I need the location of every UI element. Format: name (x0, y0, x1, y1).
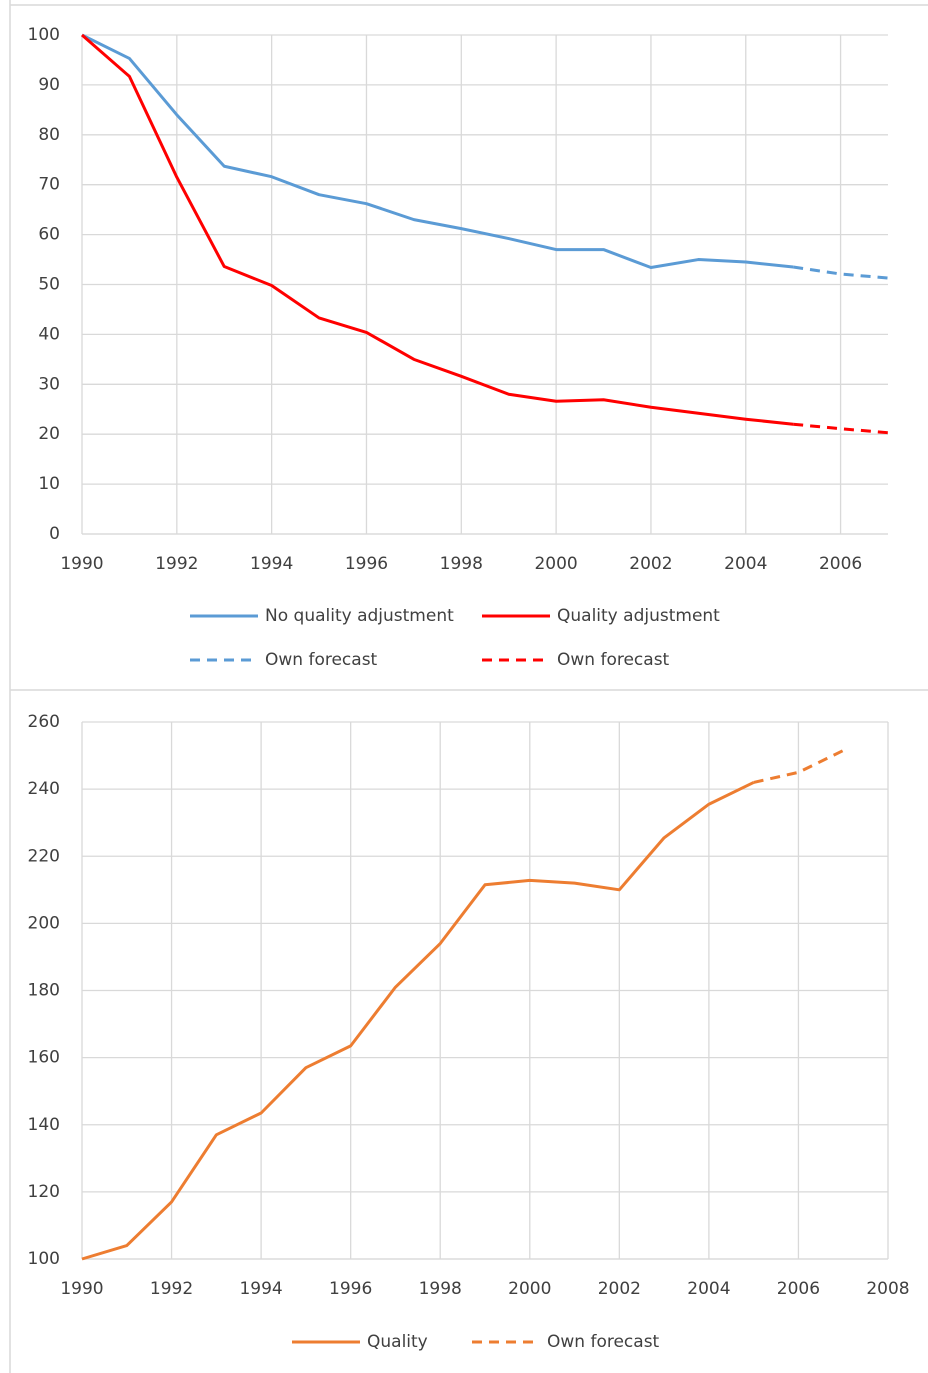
x-tick-label: 2006 (819, 554, 862, 574)
y-tick-label: 220 (28, 846, 60, 866)
x-tick-label: 1994 (239, 1279, 282, 1299)
y-tick-label: 240 (28, 779, 60, 799)
y-tick-label: 140 (28, 1115, 60, 1135)
x-tick-label: 2006 (777, 1279, 820, 1299)
y-tick-label: 200 (28, 913, 60, 933)
x-tick-label: 2000 (508, 1279, 551, 1299)
series-line (81, 33, 794, 426)
x-tick-label: 1998 (440, 554, 483, 574)
y-tick-label: 180 (28, 981, 60, 1001)
y-tick-label: 40 (38, 324, 60, 344)
y-tick-label: 30 (38, 374, 60, 394)
x-tick-label: 1990 (60, 554, 103, 574)
legend-label: Quality adjustment (557, 606, 720, 626)
y-tick-label: 10 (38, 474, 60, 494)
y-tick-label: 100 (28, 1249, 60, 1269)
x-tick-label: 2000 (534, 554, 577, 574)
x-tick-label: 1998 (419, 1279, 462, 1299)
y-tick-label: 20 (38, 424, 60, 444)
x-tick-label: 2004 (724, 554, 767, 574)
y-tick-label: 100 (28, 25, 60, 45)
y-tick-label: 80 (38, 125, 60, 145)
x-tick-label: 1996 (329, 1279, 372, 1299)
series-line (81, 33, 794, 270)
x-tick-label: 1992 (155, 554, 198, 574)
y-tick-label: 260 (28, 712, 60, 732)
x-tick-label: 2002 (598, 1279, 641, 1299)
legend-label: No quality adjustment (265, 606, 454, 626)
legend-label: Quality (367, 1332, 428, 1352)
x-tick-label: 1996 (345, 554, 388, 574)
x-tick-label: 2008 (866, 1279, 909, 1299)
y-tick-label: 160 (28, 1048, 60, 1068)
y-tick-label: 70 (38, 175, 60, 195)
y-tick-label: 50 (38, 275, 60, 295)
legend-label: Own forecast (547, 1332, 660, 1352)
legend-label: Own forecast (265, 650, 378, 670)
x-tick-label: 1992 (150, 1279, 193, 1299)
y-tick-label: 60 (38, 225, 60, 245)
legend-label: Own forecast (557, 650, 670, 670)
x-tick-label: 2002 (629, 554, 672, 574)
y-tick-label: 90 (38, 75, 60, 95)
x-tick-label: 1990 (60, 1279, 103, 1299)
series-line (81, 781, 755, 1261)
x-tick-label: 1994 (250, 554, 293, 574)
y-tick-label: 120 (28, 1182, 60, 1202)
y-tick-label: 0 (49, 524, 60, 544)
x-tick-label: 2004 (687, 1279, 730, 1299)
